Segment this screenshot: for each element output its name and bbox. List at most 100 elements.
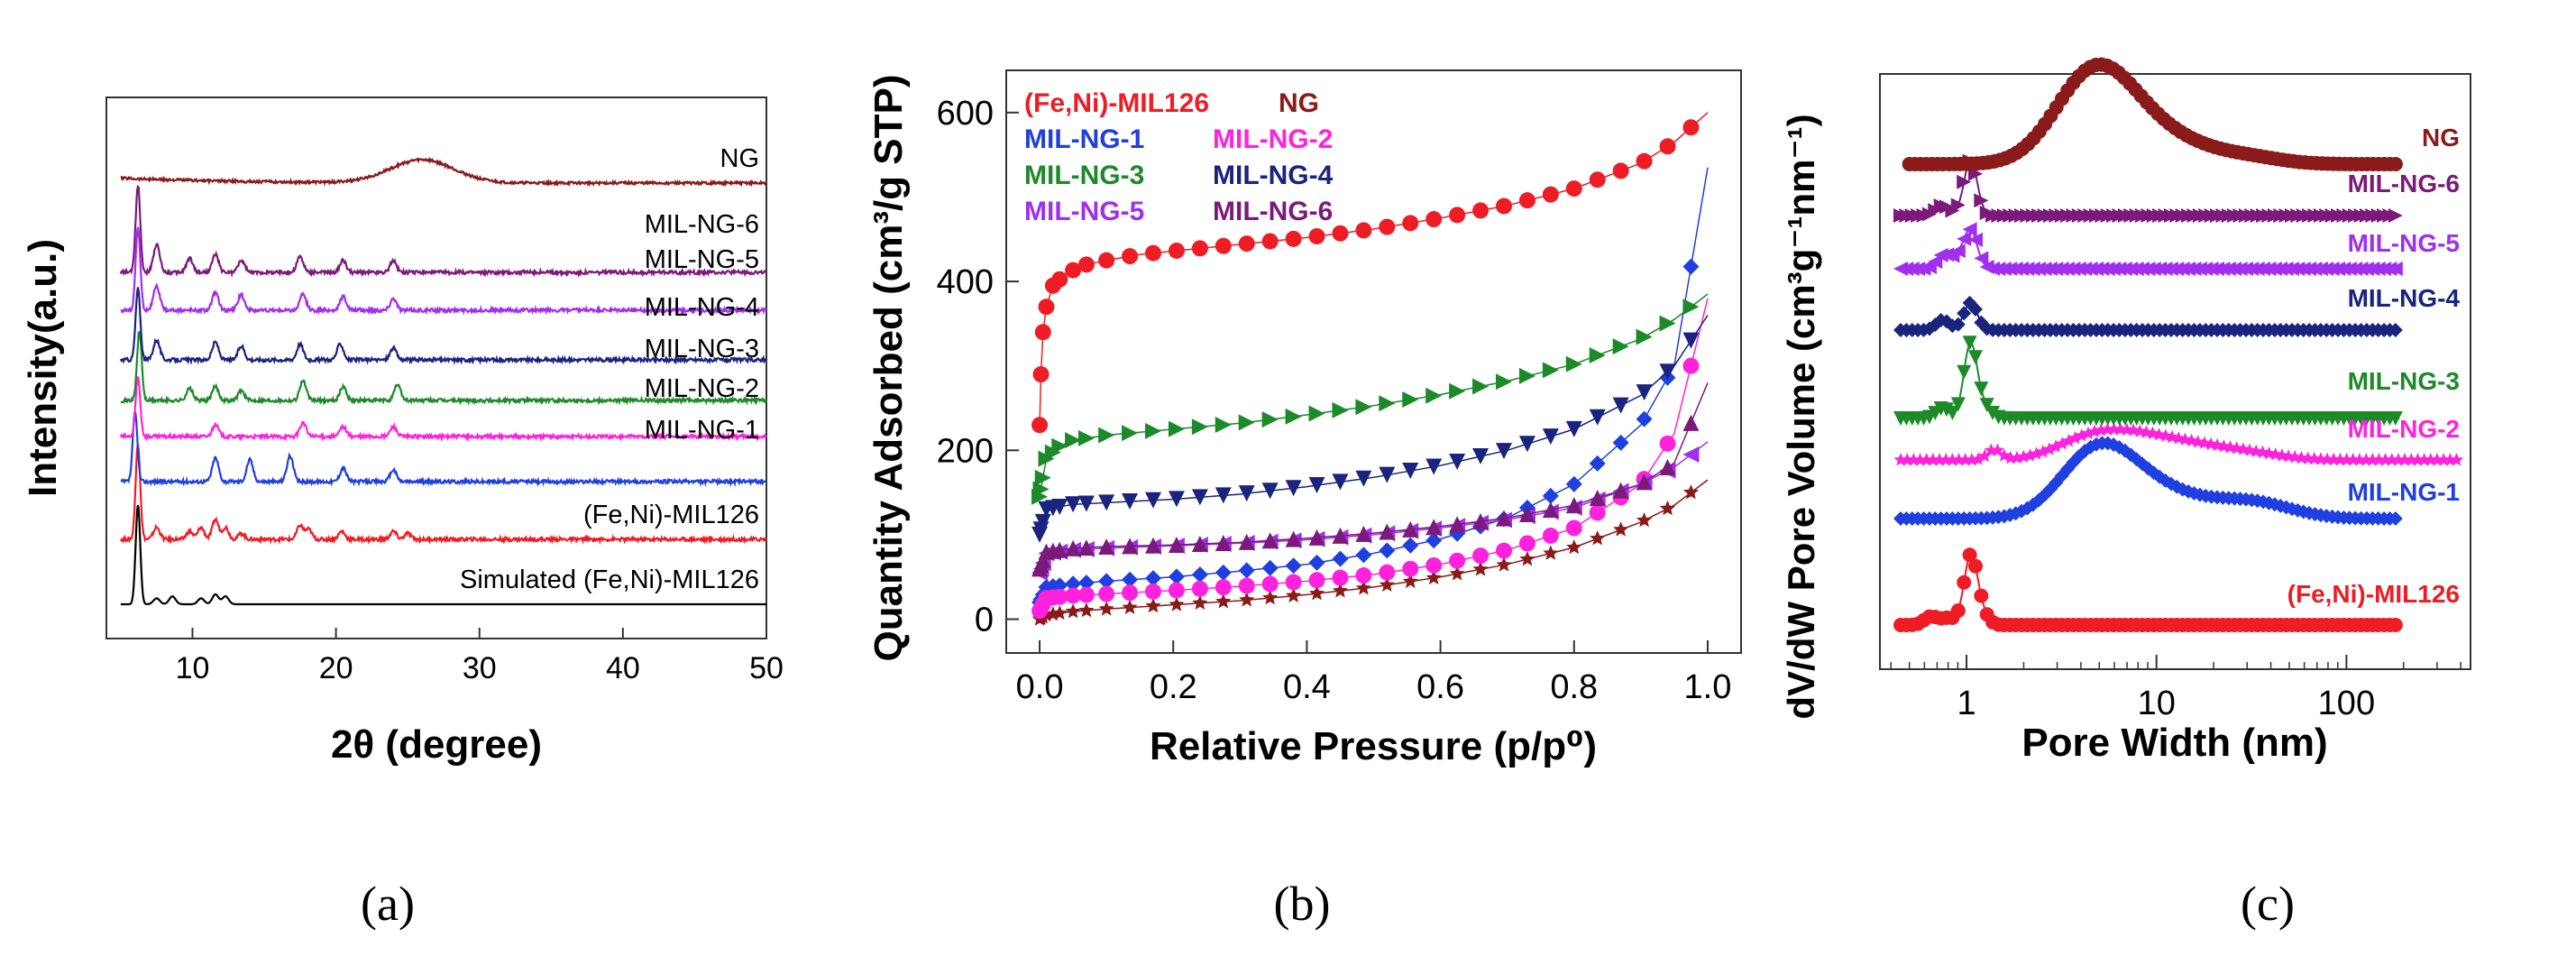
isotherm-point-mil-ng-6 — [1495, 510, 1512, 527]
isotherm-point-mil-ng-3 — [1308, 405, 1325, 422]
isotherm-point-mil-ng-4 — [1659, 363, 1676, 381]
isotherm-point-mil-ng-3 — [1285, 408, 1302, 425]
isotherm-point-ng — [1239, 592, 1255, 607]
xrd-curve-fe-ni-mil126 — [119, 444, 767, 546]
psd-point-mil-ng-3 — [1979, 398, 1994, 413]
psd-label-mil-ng-4: MIL-NG-4 — [2348, 284, 2461, 312]
panel-c-curve-labels: (Fe,Ni)-MIL126 MIL-NG-1 MIL-NG-2 MIL-NG-3 MI… — [2287, 124, 2461, 608]
psd-point-mil-ng-3 — [1957, 364, 1972, 380]
isotherm-point-mil-ng-6 — [1261, 532, 1279, 549]
isotherm-point-mil-ng-3 — [1402, 391, 1419, 408]
isotherm-point-mil-ng-4 — [1145, 492, 1161, 509]
panel-a-curves — [119, 156, 768, 606]
isotherm-point-mil-ng-4 — [1402, 463, 1419, 480]
isotherm-point-ng — [1215, 593, 1232, 609]
isotherm-point-fe-ni-mil126 — [1426, 211, 1443, 228]
isotherm-point-mil-ng-2 — [1472, 547, 1490, 565]
isotherm-point-mil-ng-4 — [1518, 436, 1536, 453]
isotherm-point-mil-ng-6 — [1308, 529, 1325, 546]
isotherm-point-mil-ng-6 — [1168, 537, 1185, 554]
isotherm-point-mil-ng-4 — [1261, 483, 1279, 500]
psd-point-mil-ng-4 — [1957, 306, 1972, 321]
isotherm-point-mil-ng-3 — [1495, 373, 1512, 391]
isotherm-point-ng — [1496, 556, 1512, 572]
isotherm-point-fe-ni-mil126 — [1098, 252, 1115, 269]
isotherm-point-ng — [1051, 605, 1068, 620]
isotherm-point-mil-ng-3 — [1215, 416, 1232, 433]
psd-label-mil-ng-1: MIL-NG-1 — [2348, 478, 2460, 506]
isotherm-point-mil-ng-4 — [1426, 458, 1443, 475]
xrd-label-mil-ng-4: MIL-NG-4 — [645, 293, 759, 322]
isotherm-point-mil-ng-6 — [1472, 512, 1490, 529]
panel-b-x-tick-label: 0.2 — [1150, 668, 1197, 706]
isotherm-point-ng — [1098, 601, 1114, 616]
isotherm-point-mil-ng-6 — [1051, 541, 1068, 558]
isotherm-point-mil-ng-2 — [1261, 575, 1279, 593]
isotherm-point-fe-ni-mil126 — [1355, 222, 1372, 239]
isotherm-point-fe-ni-mil126 — [1034, 324, 1051, 341]
psd-point-mil-ng-5 — [1962, 222, 1977, 237]
legend-label-mil-ng-6: MIL-NG-6 — [1213, 197, 1333, 226]
isotherm-line-mil-ng-6 — [1039, 382, 1709, 569]
isotherm-point-ng — [1519, 551, 1536, 566]
isotherm-point-ng — [1659, 500, 1676, 516]
panel-a-caption: (a) — [361, 877, 415, 931]
isotherm-point-mil-ng-3 — [1379, 395, 1396, 412]
isotherm-point-ng — [1426, 569, 1442, 585]
panel-b-y-tick-label: 600 — [937, 95, 994, 133]
psd-point-mil-ng-5 — [1928, 254, 1943, 270]
isotherm-point-mil-ng-1 — [1098, 573, 1115, 590]
isotherm-point-fe-ni-mil126 — [1636, 152, 1653, 170]
isotherm-point-mil-ng-1 — [1308, 554, 1325, 571]
psd-point-mil-ng-6 — [2388, 208, 2403, 223]
isotherm-point-ng — [1262, 590, 1279, 605]
panel-b-y-tick-label: 400 — [937, 263, 994, 301]
isotherm-point-mil-ng-3 — [1589, 346, 1606, 363]
panel-a: 10 20 30 40 50 Simulated (Fe,Ni)-MIL126 (Fe,N… — [21, 97, 784, 767]
panel-b-y-axis-title: Quantity Adsorbed (cm³/g STP) — [866, 74, 911, 661]
isotherm-point-mil-ng-1 — [1238, 562, 1255, 579]
isotherm-point-mil-ng-3 — [1032, 481, 1050, 498]
psd-point-ng — [2388, 156, 2403, 171]
panel-c-y-axis-title: dV/dW Pore Volume (cm³g⁻¹nm⁻¹) — [1780, 114, 1822, 719]
isotherm-point-mil-ng-1 — [1215, 564, 1232, 581]
isotherm-point-fe-ni-mil126 — [1659, 138, 1676, 155]
isotherm-line-mil-ng-3 — [1039, 293, 1709, 497]
isotherm-point-ng — [1402, 573, 1418, 589]
xrd-curve-ng — [120, 156, 767, 188]
isotherm-mil-ng-3 — [1031, 293, 1709, 505]
isotherm-point-ng — [1636, 512, 1653, 528]
isotherm-point-mil-ng-1 — [1168, 568, 1185, 585]
isotherm-point-mil-ng-2 — [1495, 542, 1512, 559]
psd-mil-ng-4 — [1893, 295, 2403, 337]
psd-point-mil-ng-2 — [2449, 453, 2464, 466]
psd-point-fe-ni-mil126 — [1950, 603, 1966, 619]
psd-point-mil-ng-6 — [1974, 193, 1989, 208]
panel-b-frame — [1005, 69, 1742, 654]
isotherm-point-fe-ni-mil126 — [1238, 235, 1255, 253]
isotherm-point-mil-ng-5 — [1682, 446, 1700, 463]
isotherm-point-fe-ni-mil126 — [1038, 299, 1055, 316]
isotherm-point-mil-ng-2 — [1051, 588, 1068, 605]
psd-point-mil-ng-3 — [1962, 336, 1977, 351]
panel-c-x-tick-label: 10 — [2138, 685, 2176, 722]
isotherm-point-mil-ng-6 — [1379, 523, 1396, 540]
isotherm-point-fe-ni-mil126 — [1308, 227, 1325, 244]
psd-point-mil-ng-2 — [2061, 434, 2076, 447]
legend-label-ng: NG — [1279, 88, 1319, 118]
psd-point-mil-ng-2 — [1977, 448, 1992, 463]
isotherm-point-fe-ni-mil126 — [1472, 202, 1490, 219]
isotherm-point-fe-ni-mil126 — [1215, 237, 1232, 254]
isotherm-point-mil-ng-6 — [1034, 552, 1051, 569]
isotherm-point-mil-ng-4 — [1065, 496, 1082, 513]
panel-a-x-tick-label: 50 — [749, 651, 784, 685]
isotherm-point-mil-ng-2 — [1379, 564, 1396, 581]
isotherm-point-fe-ni-mil126 — [1682, 119, 1700, 136]
panel-b-caption: (b) — [1274, 877, 1331, 931]
isotherm-point-fe-ni-mil126 — [1032, 366, 1050, 383]
isotherm-point-mil-ng-4 — [1215, 487, 1232, 504]
isotherm-point-mil-ng-4 — [1589, 409, 1606, 426]
isotherm-point-mil-ng-4 — [1308, 477, 1325, 494]
isotherm-point-mil-ng-2 — [1308, 572, 1325, 589]
isotherm-point-mil-ng-2 — [1659, 435, 1676, 452]
